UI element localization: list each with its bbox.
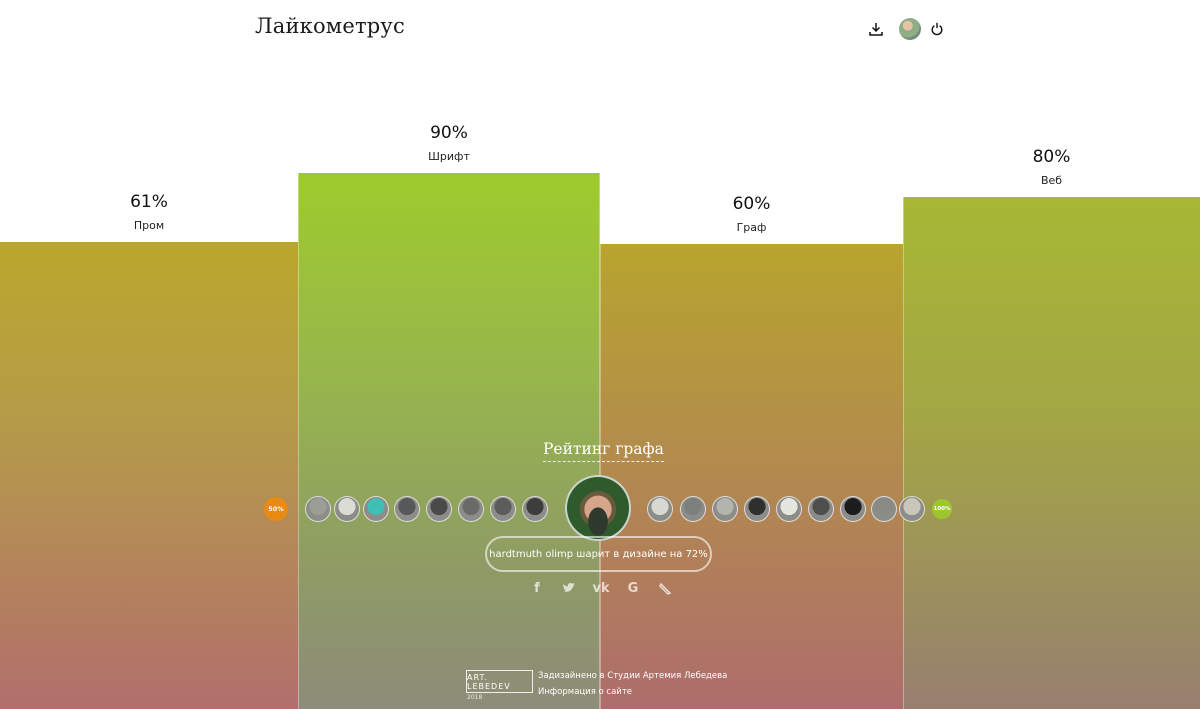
rating-title[interactable]: Рейтинг графа [543, 440, 664, 462]
vk-icon[interactable]: vk [592, 580, 610, 596]
user-avatar-6[interactable] [458, 496, 484, 522]
download-icon[interactable] [864, 17, 888, 41]
studio-credit-link[interactable]: Задизайнено в Студии Артемия Лебедева [538, 671, 728, 681]
google-icon[interactable]: G [627, 580, 639, 596]
user-avatar-8[interactable] [522, 496, 548, 522]
user-avatar-2[interactable] [334, 496, 360, 522]
user-avatar-4[interactable] [394, 496, 420, 522]
verdict-pill[interactable]: hardtmuth olimp шарит в дизайне на 72% [485, 536, 712, 572]
user-avatar-9[interactable] [647, 496, 673, 522]
score-badge-low: 50% [264, 497, 288, 521]
bar-label-4: 80% Веб [903, 147, 1200, 187]
user-avatar-5[interactable] [426, 496, 452, 522]
avatar-row: 50% 100% [0, 493, 1200, 525]
header-actions [864, 17, 949, 41]
bar-category-label: Шрифт [428, 150, 470, 163]
livejournal-icon[interactable] [656, 578, 674, 598]
user-avatar-12[interactable] [744, 496, 770, 522]
bar-1[interactable] [0, 242, 298, 709]
user-avatar-11[interactable] [712, 496, 738, 522]
bar-value-label: 80% [1032, 147, 1071, 167]
score-badge-high: 100% [932, 499, 952, 519]
user-avatar-7[interactable] [490, 496, 516, 522]
power-icon[interactable] [925, 17, 949, 41]
bar-label-1: 61% Пром [0, 192, 298, 232]
user-avatar-17[interactable] [899, 496, 925, 522]
studio-logo[interactable]: ART. LEBEDEV [466, 670, 533, 693]
app-title: Лайкометрус [255, 14, 405, 38]
footer-links: Задизайнено в Студии Артемия Лебедева Ин… [538, 668, 727, 700]
user-avatar-13[interactable] [776, 496, 802, 522]
bar-value-label: 60% [732, 194, 771, 214]
bar-label-3: 60% Граф [600, 194, 903, 234]
bar-3[interactable] [600, 244, 903, 709]
facebook-icon[interactable]: f [534, 580, 540, 596]
bar-label-2: 90% Шрифт [298, 123, 600, 163]
bar-category-label: Веб [1040, 174, 1063, 187]
bar-4[interactable] [903, 197, 1200, 709]
bar-value-label: 61% [130, 192, 168, 212]
bar-2[interactable] [298, 173, 600, 709]
user-avatar-1[interactable] [305, 496, 331, 522]
user-avatar-3[interactable] [363, 496, 389, 522]
user-avatar-14[interactable] [808, 496, 834, 522]
user-avatar[interactable] [899, 18, 921, 40]
user-avatar-16[interactable] [871, 496, 897, 522]
user-avatar-15[interactable] [840, 496, 866, 522]
bar-category-label: Граф [736, 221, 767, 234]
selected-user-avatar[interactable] [565, 475, 631, 541]
twitter-icon[interactable] [560, 578, 578, 598]
site-info-link[interactable]: Информация о сайте [538, 687, 633, 697]
footer-year: 2018 [467, 694, 483, 701]
bar-value-label: 90% [430, 123, 468, 143]
bar-category-label: Пром [133, 219, 165, 232]
share-row: f vk G [528, 578, 674, 598]
user-avatar-10[interactable] [680, 496, 706, 522]
